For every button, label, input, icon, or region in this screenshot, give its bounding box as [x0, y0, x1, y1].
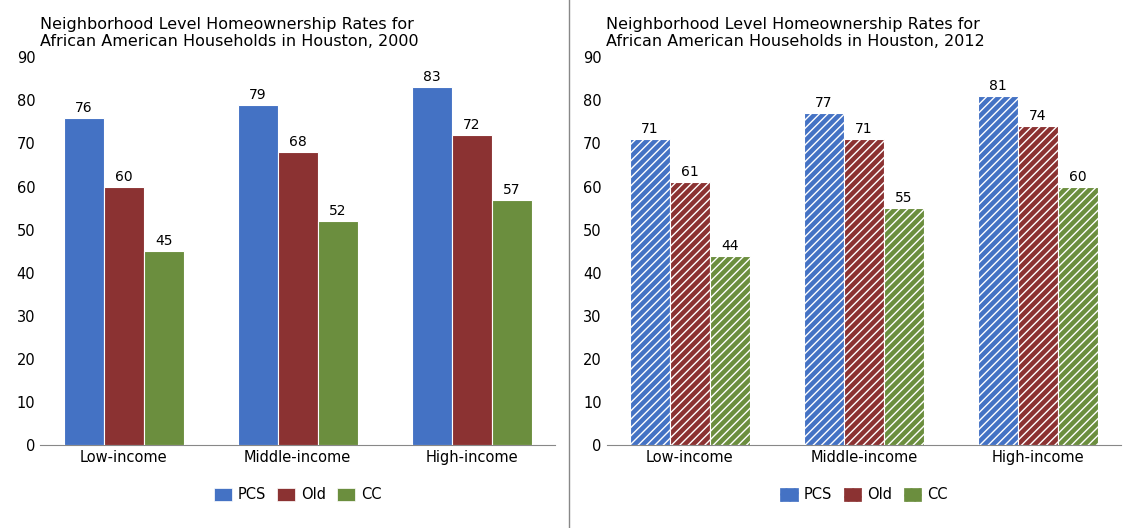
Bar: [104, 186, 143, 446]
Bar: [844, 139, 884, 446]
Text: 71: 71: [641, 122, 659, 136]
Bar: [452, 135, 492, 446]
Text: 74: 74: [1029, 109, 1047, 123]
Text: 79: 79: [249, 88, 266, 101]
Text: Neighborhood Level Homeownership Rates for
African American Households in Housto: Neighborhood Level Homeownership Rates f…: [607, 17, 986, 49]
Text: 60: 60: [1069, 169, 1087, 184]
Bar: [630, 139, 670, 446]
Text: 68: 68: [289, 135, 306, 149]
Text: 52: 52: [329, 204, 346, 218]
Bar: [710, 256, 750, 446]
Text: Neighborhood Level Homeownership Rates for
African American Households in Housto: Neighborhood Level Homeownership Rates f…: [40, 17, 419, 49]
Bar: [318, 221, 357, 446]
Bar: [412, 87, 452, 446]
Bar: [884, 208, 924, 446]
Bar: [1017, 126, 1058, 446]
Text: 83: 83: [423, 70, 440, 84]
Bar: [64, 118, 104, 446]
Text: 61: 61: [681, 165, 699, 180]
Bar: [492, 200, 531, 446]
Text: 60: 60: [115, 169, 132, 184]
Bar: [278, 152, 318, 446]
Text: 72: 72: [463, 118, 480, 132]
Bar: [238, 105, 278, 446]
Text: 76: 76: [75, 100, 92, 115]
Text: 44: 44: [721, 239, 739, 252]
Bar: [978, 96, 1017, 446]
Text: 81: 81: [989, 79, 1007, 93]
Bar: [1058, 186, 1098, 446]
Text: 57: 57: [503, 183, 520, 196]
Legend: PCS, Old, CC: PCS, Old, CC: [775, 482, 954, 508]
Text: 55: 55: [896, 191, 913, 205]
Text: 77: 77: [815, 96, 833, 110]
Bar: [670, 182, 710, 446]
Text: 45: 45: [155, 234, 173, 248]
Bar: [803, 114, 844, 446]
Legend: PCS, Old, CC: PCS, Old, CC: [208, 482, 387, 508]
Bar: [143, 251, 183, 446]
Text: 71: 71: [855, 122, 873, 136]
